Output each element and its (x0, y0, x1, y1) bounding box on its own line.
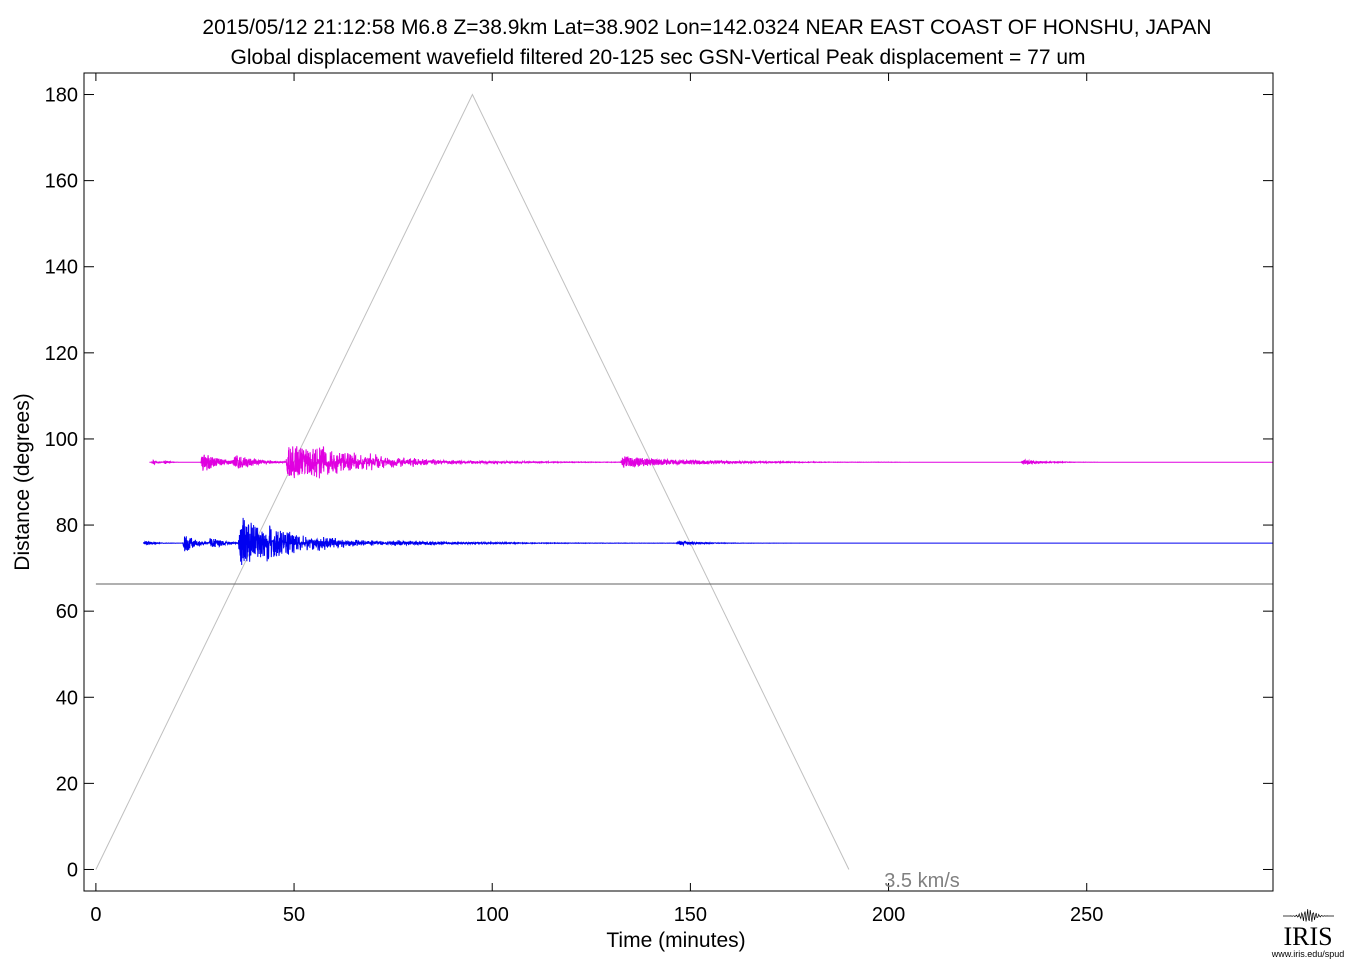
y-tick-label: 80 (56, 515, 78, 537)
y-tick-label: 140 (45, 257, 78, 279)
y-tick-label: 160 (45, 171, 78, 193)
x-tick-label: 250 (1070, 904, 1103, 926)
y-tick-label: 120 (45, 343, 78, 365)
x-tick-label: 100 (476, 904, 509, 926)
reference-line-label: 3.5 km/s (884, 870, 960, 892)
reference-line (95, 93, 850, 870)
series-layer (95, 446, 1273, 585)
x-tick-label: 50 (283, 904, 305, 926)
chart-title: 2015/05/12 21:12:58 M6.8 Z=38.9km Lat=38… (202, 16, 1211, 39)
y-tick-label: 20 (56, 773, 78, 795)
x-tick-label: 150 (674, 904, 707, 926)
x-axis-label: Time (minutes) (606, 929, 745, 952)
seismogram-logo-icon (1283, 909, 1334, 922)
logo-url: www.iris.edu/spud (1271, 949, 1345, 959)
plot-frame (83, 72, 1274, 892)
reference-layer (95, 93, 850, 870)
logo-text: IRIS (1283, 922, 1332, 951)
y-axis-label: Distance (degrees) (11, 393, 34, 570)
y-axis: 0 20 40 60 80 100 120 140 160 180 (45, 85, 1273, 881)
y-tick-label: 0 (67, 859, 78, 881)
seismogram-trace (149, 446, 1273, 479)
x-axis: 0 50 100 150 200 250 (90, 73, 1103, 926)
y-tick-label: 40 (56, 687, 78, 709)
y-tick-label: 60 (56, 601, 78, 623)
seismogram-trace (142, 517, 1273, 566)
x-tick-label: 0 (90, 904, 101, 926)
chart-subtitle: Global displacement wavefield filtered 2… (230, 46, 1085, 69)
y-tick-label: 100 (45, 429, 78, 451)
iris-logo: IRIS www.iris.edu/spud (1271, 909, 1345, 959)
y-tick-label: 180 (45, 85, 78, 107)
x-tick-label: 200 (872, 904, 905, 926)
